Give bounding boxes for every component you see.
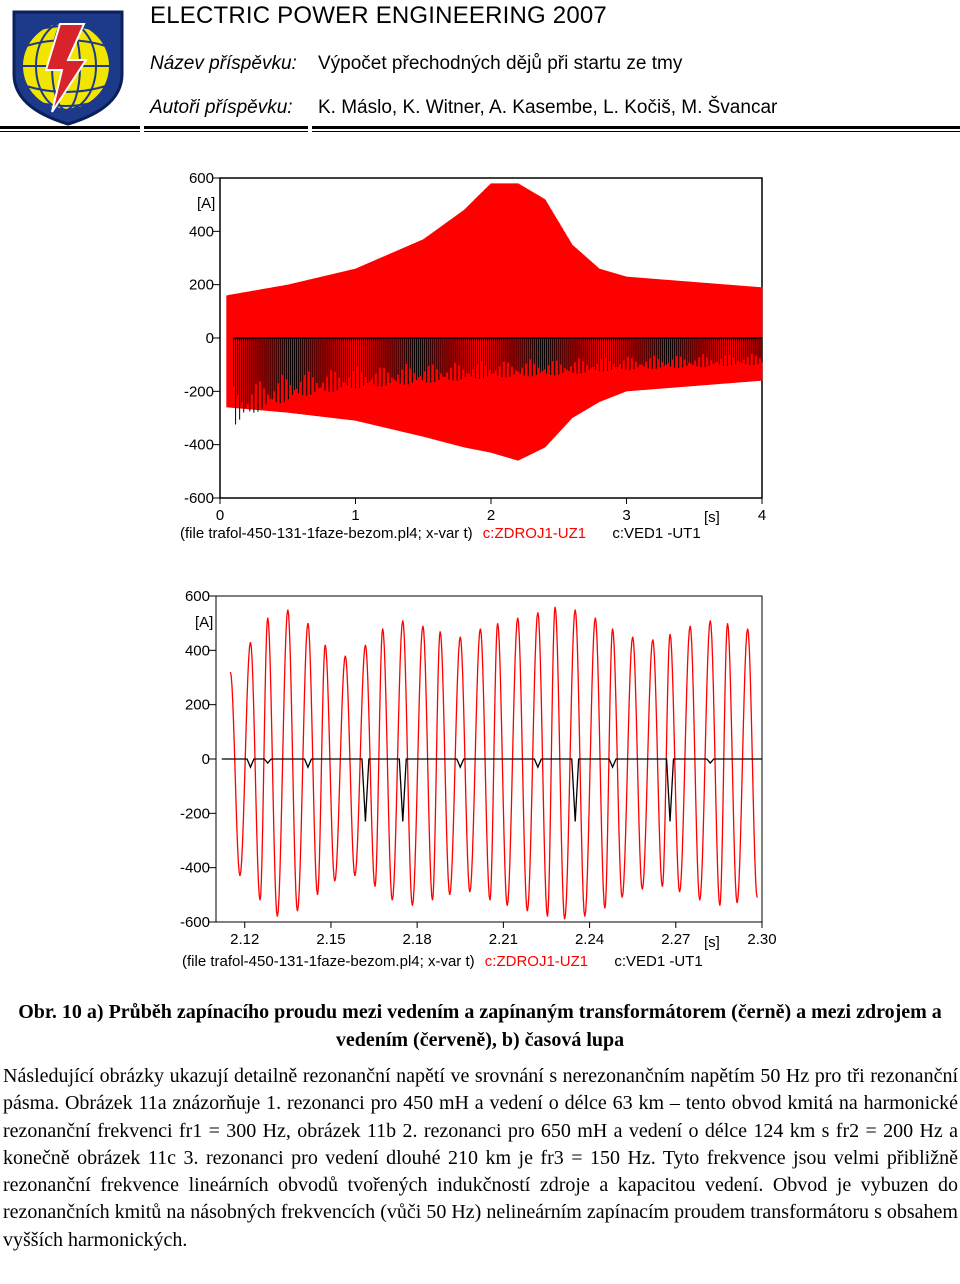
chart-b-red-waveform — [229, 606, 758, 920]
paper-title: Výpočet přechodných dějů při startu ze t… — [318, 53, 683, 74]
chart-b-x-tick-label: 2.24 — [575, 931, 604, 948]
chart-a-y-tick-label: 200 — [189, 277, 214, 294]
chart-a: 600 400 200 0 -200 -400 -600 0 1 2 3 4 [A] [s] (fi… — [170, 160, 790, 550]
chart-a-svg: 600 400 200 0 -200 -400 -600 0 1 2 3 4 [A] [s] (fi… — [180, 170, 766, 542]
chart-b-series-red — [229, 606, 758, 920]
chart-b-y-tick-label: 400 — [185, 642, 210, 659]
header-rule-thin — [0, 131, 960, 132]
chart-b-y-tick-label: -400 — [180, 860, 210, 877]
chart-b-y-tick-label: 200 — [185, 697, 210, 714]
body-paragraph-text: Následující obrázky ukazují detailně rez… — [3, 1065, 958, 1251]
chart-a-series-red — [226, 183, 763, 461]
chart-a-red-oscillation — [226, 183, 763, 461]
chart-b-legend-black: c:VED1 -UT1 — [614, 953, 702, 970]
chart-a-x-tick-label: 3 — [622, 507, 630, 524]
chart-a-x-ticks: 0 1 2 3 4 — [216, 498, 766, 524]
chart-a-x-tick-label: 1 — [351, 507, 359, 524]
header-rule-thick — [0, 126, 960, 129]
chart-b-y-ticks: 600 400 200 0 -200 -400 -600 — [180, 588, 216, 931]
body-paragraph: Následující obrázky ukazují detailně rez… — [3, 1063, 958, 1254]
chart-b-x-ticks: 2.12 2.15 2.18 2.21 2.24 2.27 2.30 — [230, 922, 777, 948]
chart-a-y-tick-label: 0 — [206, 330, 214, 347]
chart-b-x-unit: [s] — [704, 934, 720, 951]
header-rule-gap — [140, 124, 144, 134]
chart-b-series-black — [221, 758, 762, 822]
globe-lightning-shield-logo-icon — [12, 10, 124, 126]
chart-a-footer: (file trafol-450-131-1faze-bezom.pl4; x-… — [180, 525, 701, 542]
authors-row: Autoři příspěvku: K. Máslo, K. Witner, A.… — [150, 97, 777, 119]
chart-b-legend-red: c:ZDROJ1-UZ1 — [485, 953, 588, 970]
chart-a-footer-file: (file trafol-450-131-1faze-bezom.pl4; x-… — [180, 525, 473, 542]
chart-b-x-tick-label: 2.12 — [230, 931, 259, 948]
chart-b-x-tick-label: 2.18 — [403, 931, 432, 948]
chart-b-y-tick-label: 0 — [202, 751, 210, 768]
chart-a-legend-red: c:ZDROJ1-UZ1 — [483, 525, 586, 542]
chart-b-black-current — [221, 758, 762, 822]
chart-b-y-tick-label: -600 — [180, 914, 210, 931]
chart-b-y-tick-label: 600 — [185, 588, 210, 605]
chart-b-x-tick-label: 2.30 — [747, 931, 776, 948]
chart-a-y-tick-label: 600 — [189, 170, 214, 187]
chart-a-series-black — [233, 337, 763, 425]
chart-a-y-ticks: 600 400 200 0 -200 -400 -600 — [184, 170, 220, 507]
figure-caption: Obr. 10 a) Průběh zapínacího proudu mezi… — [18, 1001, 942, 1051]
chart-a-y-tick-label: 400 — [189, 223, 214, 240]
chart-a-y-tick-label: -400 — [184, 437, 214, 454]
chart-b-x-tick-label: 2.15 — [316, 931, 345, 948]
chart-b-x-tick-label: 2.21 — [489, 931, 518, 948]
chart-b-y-tick-label: -200 — [180, 805, 210, 822]
chart-a-black-inrush — [233, 338, 763, 425]
chart-b-x-tick-label: 2.27 — [661, 931, 690, 948]
paper-title-label: Název příspěvku: — [150, 53, 297, 74]
authors: K. Máslo, K. Witner, A. Kasembe, L. Koči… — [318, 97, 778, 118]
paper-title-row: Název příspěvku: Výpočet přechodných dějů… — [150, 53, 682, 75]
chart-a-y-tick-label: -600 — [184, 490, 214, 507]
chart-a-x-tick-label: 4 — [758, 507, 766, 524]
chart-b-footer-file: (file trafol-450-131-1faze-bezom.pl4; x-… — [182, 953, 475, 970]
chart-a-x-tick-label: 2 — [487, 507, 495, 524]
authors-label: Autoři příspěvku: — [150, 97, 293, 118]
header-rule-gap — [308, 124, 312, 134]
chart-b-footer: (file trafol-450-131-1faze-bezom.pl4; x-… — [182, 953, 703, 970]
chart-a-x-tick-label: 0 — [216, 507, 224, 524]
chart-a-y-unit: [A] — [197, 195, 215, 212]
chart-a-x-unit: [s] — [704, 509, 720, 526]
page-header: ELECTRIC POWER ENGINEERING 2007 Název př… — [0, 0, 960, 135]
chart-a-y-tick-label: -200 — [184, 383, 214, 400]
chart-b: 600 400 200 0 -200 -400 -600 2.12 2.15 2.18 2.21 2… — [170, 578, 790, 978]
chart-a-legend-black: c:VED1 -UT1 — [612, 525, 700, 542]
chart-b-y-unit: [A] — [195, 614, 213, 631]
journal-title: ELECTRIC POWER ENGINEERING 2007 — [150, 2, 607, 29]
